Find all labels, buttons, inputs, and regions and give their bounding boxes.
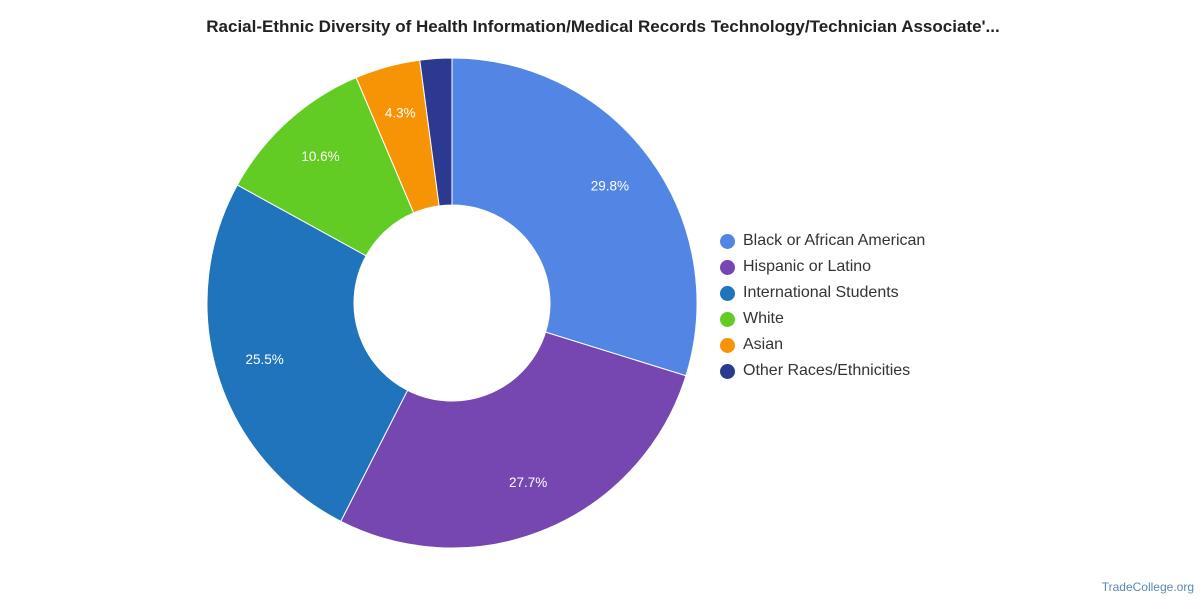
- legend-item[interactable]: Asian: [720, 332, 925, 358]
- legend-swatch: [720, 311, 735, 327]
- slice-black-or-african-american[interactable]: [451, 57, 698, 377]
- legend-item[interactable]: International Students: [720, 280, 925, 306]
- legend: Black or African American Hispanic or Lat…: [720, 228, 925, 384]
- slice-label: 4.3%: [385, 106, 416, 121]
- slice-white[interactable]: [236, 76, 415, 257]
- slice-international-students[interactable]: [206, 184, 409, 522]
- legend-swatch: [720, 285, 735, 301]
- legend-swatch: [720, 259, 735, 275]
- slice-hispanic-or-latino[interactable]: [340, 331, 687, 549]
- legend-label: Black or African American: [743, 232, 926, 249]
- slice-label: 10.6%: [301, 149, 339, 164]
- legend-item[interactable]: Other Races/Ethnicities: [720, 358, 925, 384]
- slice-label: 25.5%: [246, 352, 284, 367]
- slice-label: 27.7%: [509, 475, 547, 490]
- legend-label: Asian: [743, 336, 784, 353]
- slice-other-races-ethnicities[interactable]: [419, 57, 453, 207]
- legend-swatch: [720, 363, 735, 379]
- legend-label: White: [743, 310, 784, 327]
- legend-label: Other Races/Ethnicities: [743, 362, 911, 379]
- legend-label: Hispanic or Latino: [743, 258, 872, 275]
- chart-title: Racial-Ethnic Diversity of Health Inform…: [206, 17, 1000, 36]
- legend-swatch: [720, 233, 735, 249]
- source-credit[interactable]: TradeCollege.org: [1101, 580, 1194, 594]
- legend-item[interactable]: White: [720, 306, 925, 332]
- slice-label: 29.8%: [591, 178, 629, 193]
- legend-item[interactable]: Black or African American: [720, 228, 925, 254]
- legend-item[interactable]: Hispanic or Latino: [720, 254, 925, 280]
- legend-label: International Students: [743, 284, 899, 301]
- legend-swatch: [720, 337, 735, 353]
